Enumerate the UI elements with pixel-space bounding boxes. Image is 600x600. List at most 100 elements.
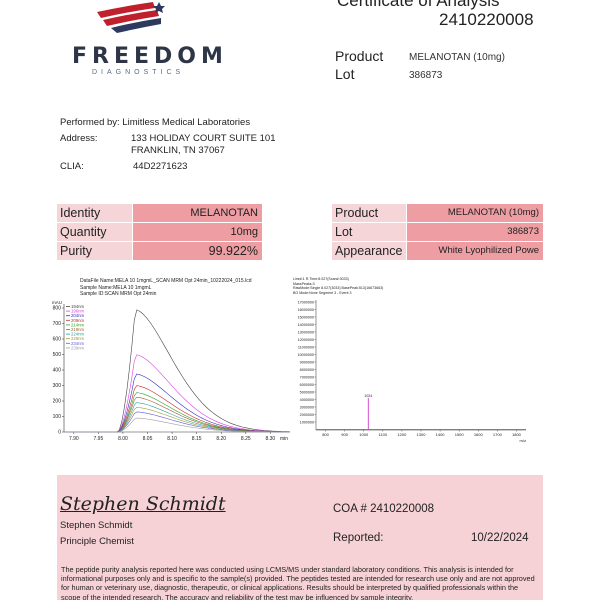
- lot-label: Lot: [335, 66, 355, 82]
- identity-label: Identity: [57, 204, 132, 222]
- x-tick-label: 1200: [397, 432, 407, 437]
- chromatogram-header-line: Sample ID:SCAN MRM Opt 24min: [80, 291, 157, 297]
- y-tick-label: 9000000: [300, 360, 314, 364]
- table-row: Identity MELANOTAN: [57, 204, 262, 222]
- quantity-value: 10mg: [133, 223, 262, 241]
- performed-by: Performed by: Limitless Medical Laborato…: [60, 117, 251, 128]
- y-tick-label: 10000000: [298, 353, 314, 357]
- series-line-219nm: [64, 396, 290, 433]
- purity-label: Purity: [57, 242, 132, 260]
- reported-date: 10/22/2024: [471, 532, 529, 544]
- reported-label: Reported:: [333, 532, 384, 544]
- x-tick-label: 8.05: [143, 436, 153, 442]
- mass-spec-header-line: RawMode:Single 8.027(3033) BasePeak:513(…: [293, 286, 384, 291]
- y-tick-label: 4000000: [300, 398, 314, 402]
- appearance-value: White Lyophilized Powe: [407, 242, 543, 260]
- product-value: MELANOTAN (10mg): [409, 52, 505, 63]
- x-tick-label: 1100: [379, 432, 388, 437]
- y-tick-label: 200: [53, 399, 62, 405]
- y-tick-label: 3000000: [300, 405, 314, 409]
- y-tick-label: 800: [53, 306, 62, 312]
- x-tick-label: 1600: [474, 432, 484, 437]
- logo-subtitle: DIAGNOSTICS: [92, 69, 185, 76]
- y-tick-label: 15000000: [298, 315, 314, 319]
- signature-panel: [57, 475, 543, 600]
- table-row: Lot 386873: [332, 223, 543, 241]
- x-unit-label: m/z: [520, 438, 526, 443]
- legend-label: 224nm: [71, 332, 85, 337]
- legend-label: 204nm: [71, 313, 85, 318]
- series-line-234nm: [64, 411, 290, 433]
- legend-label: 229nm: [71, 336, 85, 341]
- x-tick-label: 1400: [436, 432, 446, 437]
- y-tick-label: 600: [53, 337, 62, 343]
- address-line-2: FRANKLIN, TN 37067: [131, 145, 225, 156]
- series-line-239nm: [64, 417, 290, 433]
- series-line-214nm: [64, 392, 290, 433]
- product-label: Product: [335, 48, 384, 64]
- mass-spectrum-chart: 17000000 16000000 15000000 14000000 13000000…: [298, 300, 526, 443]
- y-tick-label: 8000000: [300, 368, 314, 372]
- x-tick-label: 8.20: [216, 436, 226, 442]
- chromatogram-header-line: Sample Name:MELA 10 1mgmL: [80, 284, 152, 291]
- x-unit-label: min: [280, 436, 288, 442]
- mass-spec-header-line: BG Mode:None Segment 3 - Event 3: [293, 290, 352, 295]
- y-tick-label: 0: [58, 430, 61, 436]
- x-tick-label: 7.95: [94, 436, 104, 442]
- table-row: Product MELANOTAN (10mg): [332, 204, 543, 222]
- appearance-label: Appearance: [332, 242, 406, 260]
- y-tick-label: 14000000: [298, 323, 314, 327]
- y-tick-label: 100: [53, 414, 62, 420]
- y-unit-label: mAU: [52, 300, 62, 305]
- signer-role: Principle Chemist: [60, 536, 134, 547]
- table-row: Appearance White Lyophilized Powe: [332, 242, 543, 260]
- lot-row-label: Lot: [332, 223, 406, 241]
- series-line-204nm: [64, 373, 291, 433]
- y-tick-label: 17000000: [298, 300, 314, 304]
- purity-value: 99.922%: [133, 242, 262, 260]
- address-line-1: 133 HOLIDAY COURT SUITE 101: [131, 133, 276, 144]
- x-tick-label: 7.90: [69, 436, 79, 442]
- legend-label: 239nm: [71, 345, 85, 350]
- product-row-value: MELANOTAN (10mg): [407, 204, 543, 222]
- y-tick-label: 300: [53, 383, 62, 389]
- address-label: Address:: [60, 133, 98, 144]
- lot-value: 386873: [409, 70, 443, 81]
- mass-spec-header: Line#:1 R.Time:8.027(Scan#:3033) MassPea…: [293, 277, 383, 295]
- certificate-number: 2410220008: [439, 10, 534, 29]
- y-tick-label: 6000000: [300, 383, 314, 387]
- quantity-label: Quantity: [57, 223, 132, 241]
- y-tick-label: 400: [53, 368, 62, 374]
- legend-label: 196nm: [71, 309, 85, 314]
- signer-name: Stephen Schmidt: [60, 520, 133, 531]
- x-tick-label: 1500: [455, 432, 465, 437]
- chromatogram-header-line: DataFile Name:MELA 10 1mgmL_SCAN MRM Opt…: [80, 278, 252, 284]
- y-tick-label: 2000000: [300, 413, 314, 417]
- y-tick-label: 1000000: [300, 420, 314, 424]
- clia-value: 44D2271623: [133, 161, 188, 172]
- x-tick-label: 800: [322, 432, 329, 437]
- chromatogram-header: DataFile Name:MELA 10 1mgmL_SCAN MRM Opt…: [80, 278, 251, 298]
- y-tick-label: 7000000: [300, 375, 314, 379]
- y-tick-label: 5000000: [300, 390, 314, 394]
- y-tick-label: 500: [53, 352, 62, 358]
- legend-label: 194nm: [71, 304, 85, 309]
- logo-wordmark: FREEDOM: [72, 44, 228, 69]
- series-line-224nm: [64, 402, 290, 433]
- table-row: Purity 99.922%: [57, 242, 262, 260]
- x-tick-label: 1800: [512, 432, 522, 437]
- x-tick-label: 8.15: [192, 436, 202, 442]
- x-tick-label: 1300: [417, 432, 427, 437]
- legend-label: 219nm: [71, 327, 85, 332]
- signature: Stephen Schmidt: [60, 493, 226, 515]
- mass-spec-header-line: MassPeaks:3: [293, 281, 315, 286]
- x-tick-label: 8.10: [167, 436, 177, 442]
- series-line-209nm: [64, 385, 290, 433]
- table-row: Quantity 10mg: [57, 223, 262, 241]
- product-row-label: Product: [332, 204, 406, 222]
- peak-label: 1024: [364, 394, 372, 398]
- x-tick-label: 900: [341, 432, 348, 437]
- y-tick-label: 11000000: [298, 345, 314, 349]
- disclaimer: The peptide purity analysis reported her…: [61, 565, 535, 600]
